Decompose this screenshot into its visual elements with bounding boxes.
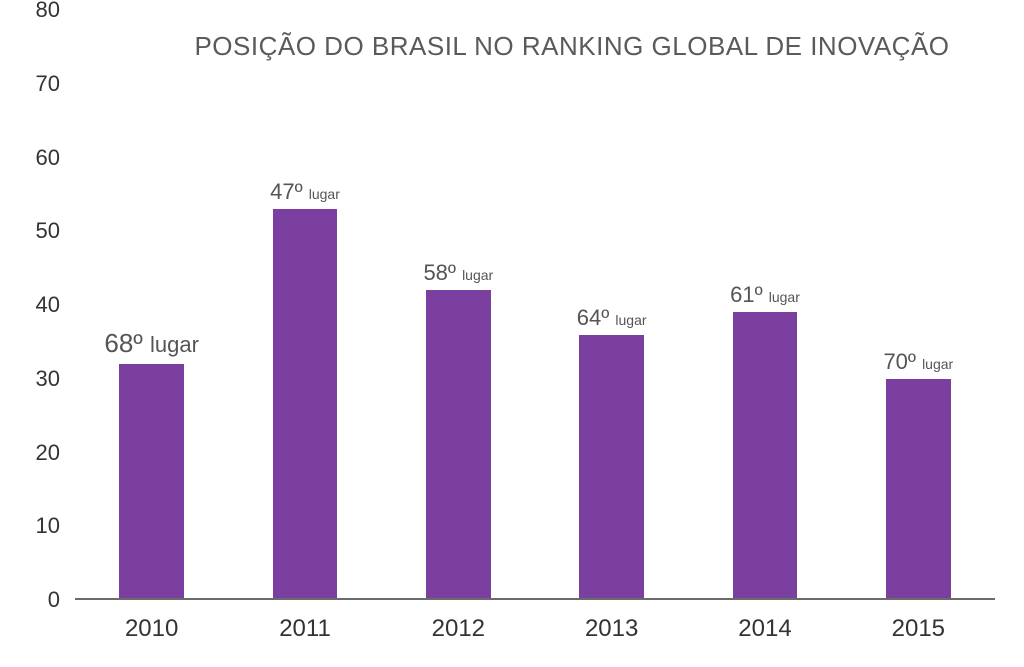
bar — [426, 290, 490, 600]
bar-rank-text: 47º — [270, 179, 309, 204]
x-tick-label: 2012 — [398, 615, 518, 643]
bar-rank-suffix: lugar — [150, 332, 199, 357]
bar-rank-text: 64º — [577, 305, 616, 330]
bar — [579, 335, 643, 601]
x-tick-label: 2011 — [245, 615, 365, 643]
bar-rank-suffix: lugar — [309, 186, 340, 202]
y-tick-label: 30 — [0, 366, 60, 392]
y-tick-label: 80 — [0, 0, 60, 23]
x-tick-label: 2013 — [552, 615, 672, 643]
bar-data-label: 70º lugar — [838, 349, 998, 375]
bar — [733, 312, 797, 600]
x-tick-label: 2010 — [92, 615, 212, 643]
bar-rank-text: 68º — [104, 328, 150, 358]
bar — [273, 209, 337, 600]
bar-data-label: 68º lugar — [72, 328, 232, 359]
bar-rank-suffix: lugar — [462, 267, 493, 283]
bar-rank-text: 70º — [883, 349, 922, 374]
bar-rank-suffix: lugar — [922, 356, 953, 372]
bar-data-label: 58º lugar — [378, 260, 538, 286]
x-axis-line — [75, 598, 995, 600]
x-tick-label: 2015 — [858, 615, 978, 643]
chart-container: POSIÇÃO DO BRASIL NO RANKING GLOBAL DE I… — [0, 0, 1024, 667]
bar-data-label: 64º lugar — [532, 305, 692, 331]
bar-rank-suffix: lugar — [615, 312, 646, 328]
bar — [886, 379, 950, 600]
y-tick-label: 70 — [0, 71, 60, 97]
y-tick-label: 50 — [0, 218, 60, 244]
bar — [119, 364, 183, 600]
y-tick-label: 40 — [0, 292, 60, 318]
bar-rank-text: 58º — [423, 260, 462, 285]
y-tick-label: 0 — [0, 587, 60, 613]
bar-rank-text: 61º — [730, 282, 769, 307]
bar-data-label: 61º lugar — [685, 282, 845, 308]
x-tick-label: 2014 — [705, 615, 825, 643]
y-tick-label: 60 — [0, 145, 60, 171]
y-tick-label: 20 — [0, 440, 60, 466]
bar-rank-suffix: lugar — [769, 289, 800, 305]
bar-data-label: 47º lugar — [225, 179, 385, 205]
y-tick-label: 10 — [0, 513, 60, 539]
